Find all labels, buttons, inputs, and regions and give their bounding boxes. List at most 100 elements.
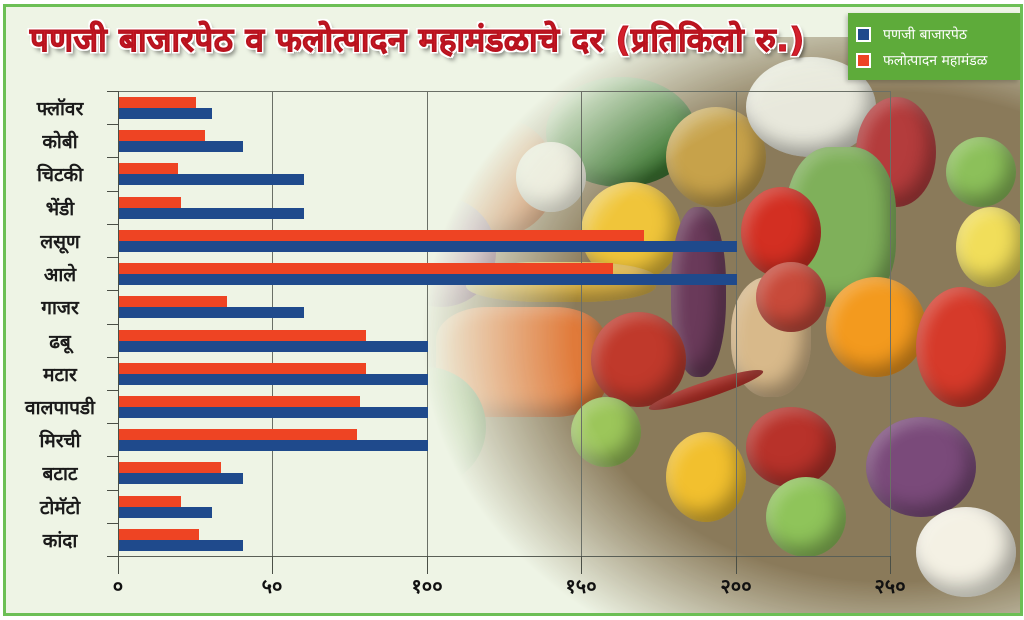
bar-horticulture-corp xyxy=(119,429,357,440)
y-tick xyxy=(107,191,118,192)
y-tick xyxy=(107,423,118,424)
bar-horticulture-corp xyxy=(119,363,366,374)
category-label: मटार xyxy=(43,364,77,386)
vegetable-photo xyxy=(346,37,1020,613)
gridline xyxy=(272,91,273,557)
y-tick xyxy=(107,324,118,325)
bar-panaji-market xyxy=(119,274,737,285)
y-tick xyxy=(107,290,118,291)
legend-swatch-blue-icon xyxy=(856,27,871,42)
x-tick-label: २५० xyxy=(874,574,906,598)
category-label: फ्लॉवर xyxy=(36,98,84,120)
bar-panaji-market xyxy=(119,208,304,219)
category-label: कोबी xyxy=(42,131,78,153)
y-axis-line xyxy=(118,91,119,574)
bar-horticulture-corp xyxy=(119,130,205,141)
bar-panaji-market xyxy=(119,540,243,551)
y-tick xyxy=(107,556,118,557)
cauliflower-shape xyxy=(916,507,1016,597)
green-apple-shape xyxy=(946,137,1016,207)
y-tick xyxy=(107,456,118,457)
category-label: भेंडी xyxy=(45,198,75,220)
bar-horticulture-corp xyxy=(119,496,181,507)
bar-panaji-market xyxy=(119,507,212,518)
category-label: कांदा xyxy=(42,530,78,552)
bar-horticulture-corp xyxy=(119,197,181,208)
x-tick-label: ५० xyxy=(261,574,283,598)
bar-panaji-market xyxy=(119,374,428,385)
bar-horticulture-corp xyxy=(119,529,199,540)
bar-horticulture-corp xyxy=(119,462,221,473)
bar-panaji-market xyxy=(119,473,243,484)
x-tick xyxy=(736,556,737,574)
x-axis-line xyxy=(107,556,890,557)
bar-panaji-market xyxy=(119,108,212,119)
bar-horticulture-corp xyxy=(119,296,227,307)
y-tick xyxy=(107,157,118,158)
garlic-shape xyxy=(516,142,586,212)
orange-pepper-shape xyxy=(826,277,926,377)
category-label: चिटकी xyxy=(36,164,84,186)
y-tick xyxy=(107,357,118,358)
cabbage2-shape xyxy=(866,417,976,517)
legend-item-panaji-market: पणजी बाजारपेठ xyxy=(856,25,967,44)
green-apple2-shape xyxy=(571,397,641,467)
legend-label: फलोत्पादन महामंडळ xyxy=(883,53,988,69)
bar-panaji-market xyxy=(119,407,428,418)
y-tick xyxy=(107,523,118,524)
category-label: गाजर xyxy=(41,297,79,319)
plot-top-line xyxy=(107,91,890,92)
x-tick-label: १०० xyxy=(411,574,443,598)
chart-frame xyxy=(3,4,1023,616)
y-tick xyxy=(107,490,118,491)
x-tick-label: १५० xyxy=(565,574,597,598)
legend-label: पणजी बाजारपेठ xyxy=(883,27,967,43)
bar-horticulture-corp xyxy=(119,97,196,108)
bar-panaji-market xyxy=(119,341,428,352)
x-tick-label: ० xyxy=(112,574,124,598)
legend-item-horticulture-corp: फलोत्पादन महामंडळ xyxy=(856,51,987,70)
category-label: ढबू xyxy=(49,331,71,353)
bar-panaji-market xyxy=(119,141,243,152)
bar-panaji-market xyxy=(119,307,304,318)
category-label: मिरची xyxy=(39,430,81,452)
x-tick xyxy=(890,556,891,574)
pomegranate-shape xyxy=(591,312,686,407)
chart-title: पणजी बाजारपेठ व फलोत्पादन महामंडळाचे दर … xyxy=(30,20,805,60)
x-tick xyxy=(118,556,119,574)
bar-panaji-market xyxy=(119,440,428,451)
bar-horticulture-corp xyxy=(119,396,360,407)
apple3-shape xyxy=(746,407,836,487)
quince-shape xyxy=(956,207,1020,287)
bar-horticulture-corp xyxy=(119,330,366,341)
category-label: वालपापडी xyxy=(25,397,95,419)
category-label: लसूण xyxy=(40,231,80,253)
y-tick xyxy=(107,124,118,125)
tomatoes-shape xyxy=(916,287,1006,407)
x-tick xyxy=(272,556,273,574)
y-tick xyxy=(107,390,118,391)
bar-horticulture-corp xyxy=(119,263,613,274)
legend-swatch-orange-icon xyxy=(856,53,871,68)
cabbage-shape xyxy=(366,367,486,487)
gridline xyxy=(890,91,891,557)
y-tick xyxy=(107,224,118,225)
yellow-pepper-shape xyxy=(666,432,746,522)
bar-horticulture-corp xyxy=(119,230,644,241)
category-label: टोमॅटो xyxy=(39,497,81,519)
bar-panaji-market xyxy=(119,241,737,252)
red-pepper-shape xyxy=(741,187,821,277)
y-tick xyxy=(107,91,118,92)
x-tick xyxy=(427,556,428,574)
x-tick-label: २०० xyxy=(720,574,752,598)
gridline xyxy=(427,91,428,557)
gridline xyxy=(736,91,737,557)
green-apple3-shape xyxy=(766,477,846,557)
x-tick xyxy=(581,556,582,574)
bar-panaji-market xyxy=(119,174,304,185)
legend: पणजी बाजारपेठ फलोत्पादन महामंडळ xyxy=(848,13,1020,80)
bar-horticulture-corp xyxy=(119,163,178,174)
y-tick xyxy=(107,257,118,258)
gridline xyxy=(581,91,582,557)
